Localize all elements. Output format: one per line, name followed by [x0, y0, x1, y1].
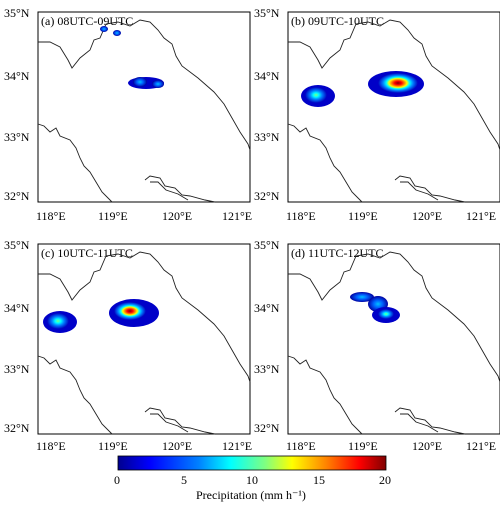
precip-cell — [114, 302, 146, 320]
panel-b-label: (b) 09UTC-10UTC — [291, 14, 384, 28]
panel-d-label: (d) 11UTC-12UTC — [291, 246, 384, 260]
lat-tick: 32°N — [254, 421, 280, 435]
lat-tick: 34°N — [4, 301, 30, 315]
lat-tick: 35°N — [4, 238, 30, 252]
lat-tick: 35°N — [4, 6, 30, 20]
lon-tick: 121°E — [466, 209, 496, 223]
precip-cell — [305, 87, 327, 103]
lon-tick: 120°E — [162, 209, 192, 223]
lat-tick: 32°N — [254, 189, 280, 203]
precip-cell — [378, 73, 418, 93]
panel-a: (a) 08UTC-09UTC 35°N 34°N 33°N 32°N 118°… — [4, 6, 252, 223]
colorbar-tick: 5 — [181, 473, 187, 487]
lat-tick: 34°N — [4, 69, 30, 83]
colorbar-tick: 0 — [114, 473, 120, 487]
lat-tick: 34°N — [254, 301, 280, 315]
colorbar: 0 5 10 15 20 Precipitation (mm h⁻¹) — [114, 455, 391, 502]
lon-tick: 119°E — [98, 209, 128, 223]
panel-d: (d) 11UTC-12UTC 35°N 34°N 33°N 32°N 118°… — [254, 238, 500, 453]
lon-tick: 118°E — [286, 439, 316, 453]
panel-a-label: (a) 08UTC-09UTC — [41, 14, 133, 28]
lon-tick: 118°E — [36, 439, 66, 453]
lat-tick: 33°N — [4, 130, 30, 144]
colorbar-tick: 20 — [379, 473, 391, 487]
lat-tick: 35°N — [254, 238, 280, 252]
lon-tick: 121°E — [222, 439, 252, 453]
lon-tick: 120°E — [162, 439, 192, 453]
precip-cell — [152, 80, 164, 88]
lat-tick: 32°N — [4, 421, 30, 435]
panel-c: (c) 10UTC-11UTC 35°N 34°N 33°N 32°N 118°… — [4, 238, 252, 453]
precip-cell — [47, 313, 69, 329]
lat-tick: 32°N — [4, 189, 30, 203]
colorbar-label: Precipitation (mm h⁻¹) — [196, 488, 306, 502]
lat-tick: 35°N — [254, 6, 280, 20]
lat-tick: 33°N — [254, 362, 280, 376]
lon-tick: 118°E — [286, 209, 316, 223]
lon-tick: 118°E — [36, 209, 66, 223]
precip-cell — [100, 26, 108, 32]
panel-c-label: (c) 10UTC-11UTC — [41, 246, 133, 260]
precip-cell — [350, 292, 374, 302]
lon-tick: 121°E — [222, 209, 252, 223]
lon-tick: 120°E — [412, 209, 442, 223]
colorbar-tick: 10 — [246, 473, 258, 487]
lon-tick: 119°E — [98, 439, 128, 453]
lat-tick: 33°N — [254, 130, 280, 144]
colorbar-tick: 15 — [313, 473, 325, 487]
lat-tick: 34°N — [254, 69, 280, 83]
lon-tick: 119°E — [348, 439, 378, 453]
colorbar-gradient — [117, 455, 387, 471]
lon-tick: 121°E — [466, 439, 496, 453]
lon-tick: 119°E — [348, 209, 378, 223]
precip-cell — [113, 30, 121, 36]
precip-cell — [378, 309, 394, 319]
lat-tick: 33°N — [4, 362, 30, 376]
panel-b: (b) 09UTC-10UTC 35°N 34°N 33°N 32°N 118°… — [254, 6, 500, 223]
precip-cell — [133, 77, 147, 87]
lon-tick: 120°E — [412, 439, 442, 453]
